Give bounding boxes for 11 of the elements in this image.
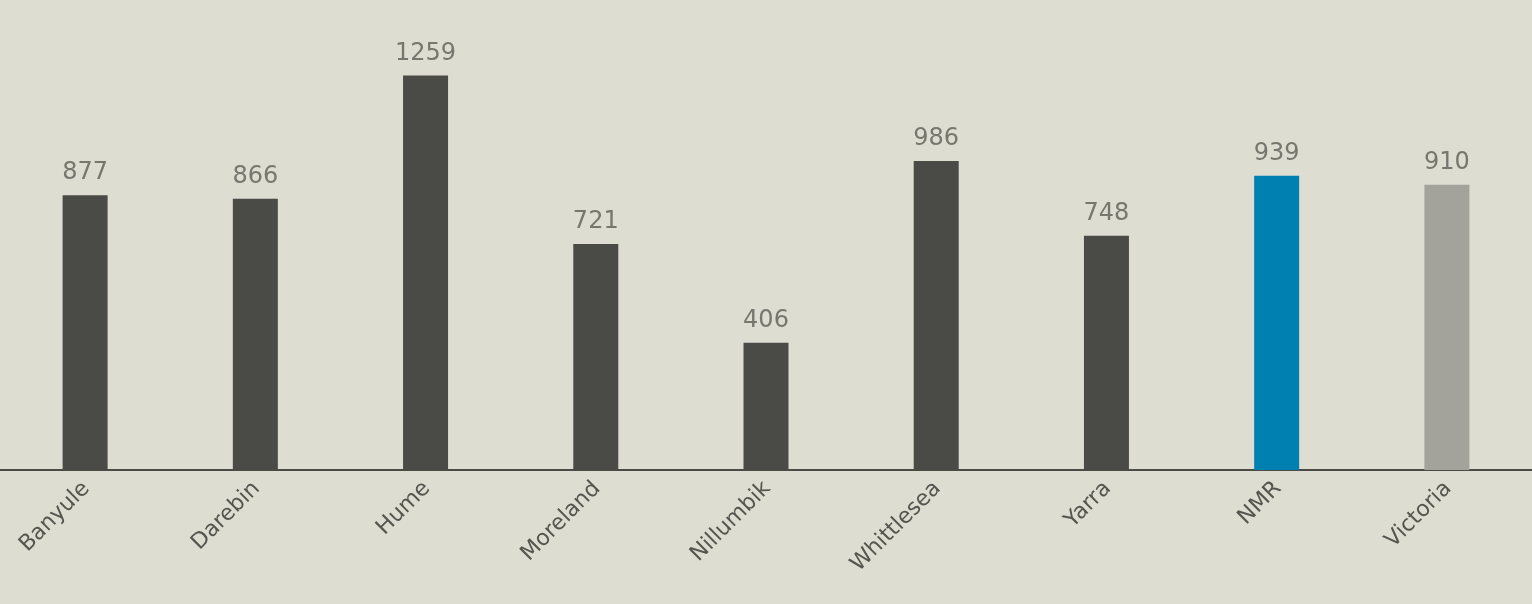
data-label: 406 bbox=[743, 304, 789, 333]
data-label: 986 bbox=[913, 123, 960, 152]
data-label: 721 bbox=[572, 206, 619, 235]
data-label: 939 bbox=[1253, 137, 1300, 166]
data-label: 748 bbox=[1083, 197, 1130, 226]
bar bbox=[1424, 184, 1470, 470]
data-label: 910 bbox=[1423, 146, 1470, 175]
data-label: 866 bbox=[232, 160, 279, 189]
data-label: 1259 bbox=[395, 37, 457, 66]
data-label: 877 bbox=[62, 157, 109, 186]
bar bbox=[1254, 175, 1300, 470]
